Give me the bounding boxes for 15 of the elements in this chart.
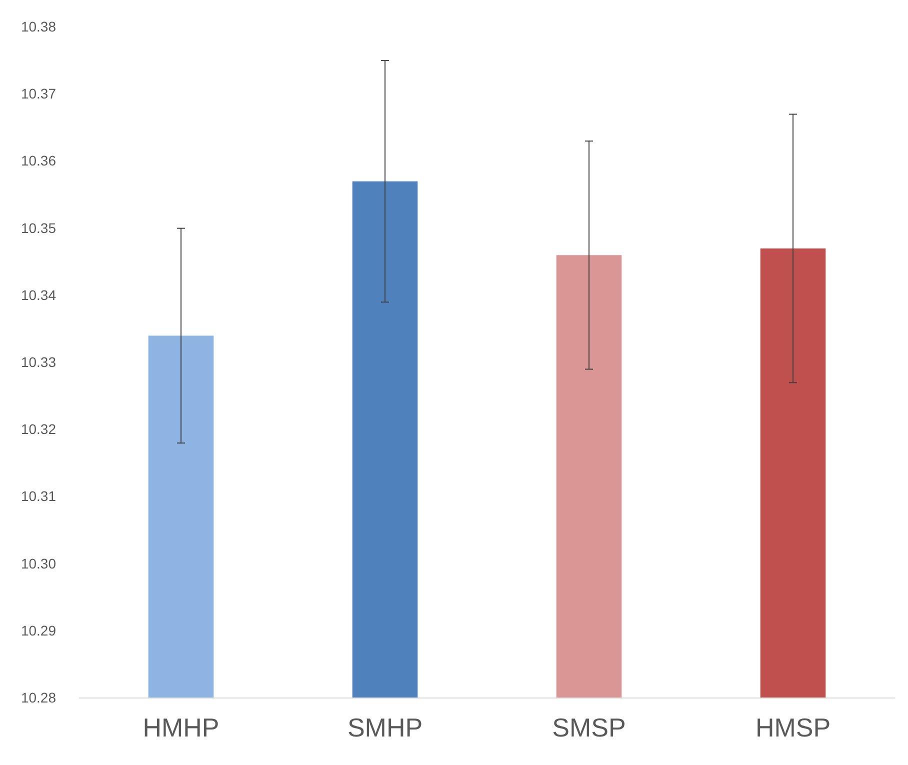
y-tick-label: 10.31 xyxy=(20,488,56,504)
y-tick-label: 10.38 xyxy=(20,18,56,34)
y-tick-label: 10.34 xyxy=(20,286,56,303)
x-tick-label: SMSP xyxy=(552,712,626,742)
y-tick-label: 10.29 xyxy=(20,622,56,638)
y-tick-label: 10.33 xyxy=(20,354,56,370)
x-tick-label: SMHP xyxy=(347,712,423,742)
y-tick-label: 10.36 xyxy=(20,152,56,169)
y-tick-label: 10.32 xyxy=(20,421,56,438)
y-tick-label: 10.37 xyxy=(20,86,56,102)
x-tick-label: HMHP xyxy=(142,712,220,742)
y-tick-label: 10.28 xyxy=(20,689,56,706)
y-tick-label: 10.30 xyxy=(20,555,56,572)
x-tick-label: HMSP xyxy=(755,712,831,742)
y-tick-label: 10.35 xyxy=(20,220,56,236)
